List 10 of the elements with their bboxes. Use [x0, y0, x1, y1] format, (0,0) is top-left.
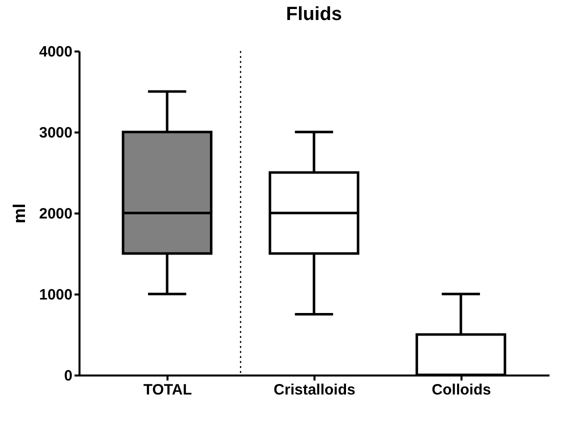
x-tick-label: Colloids: [432, 382, 491, 398]
x-tick-label: TOTAL: [143, 382, 192, 398]
x-tick-label: Cristalloids: [274, 382, 356, 398]
y-tick-label: 1000: [39, 286, 72, 304]
y-tick-label: 4000: [39, 44, 72, 60]
y-tick-label: 0: [64, 368, 72, 384]
y-axis-title: ml: [10, 204, 30, 224]
chart-title: Fluids: [286, 4, 342, 25]
y-tick-label: 3000: [39, 124, 72, 142]
y-tick-label: 2000: [39, 206, 72, 222]
